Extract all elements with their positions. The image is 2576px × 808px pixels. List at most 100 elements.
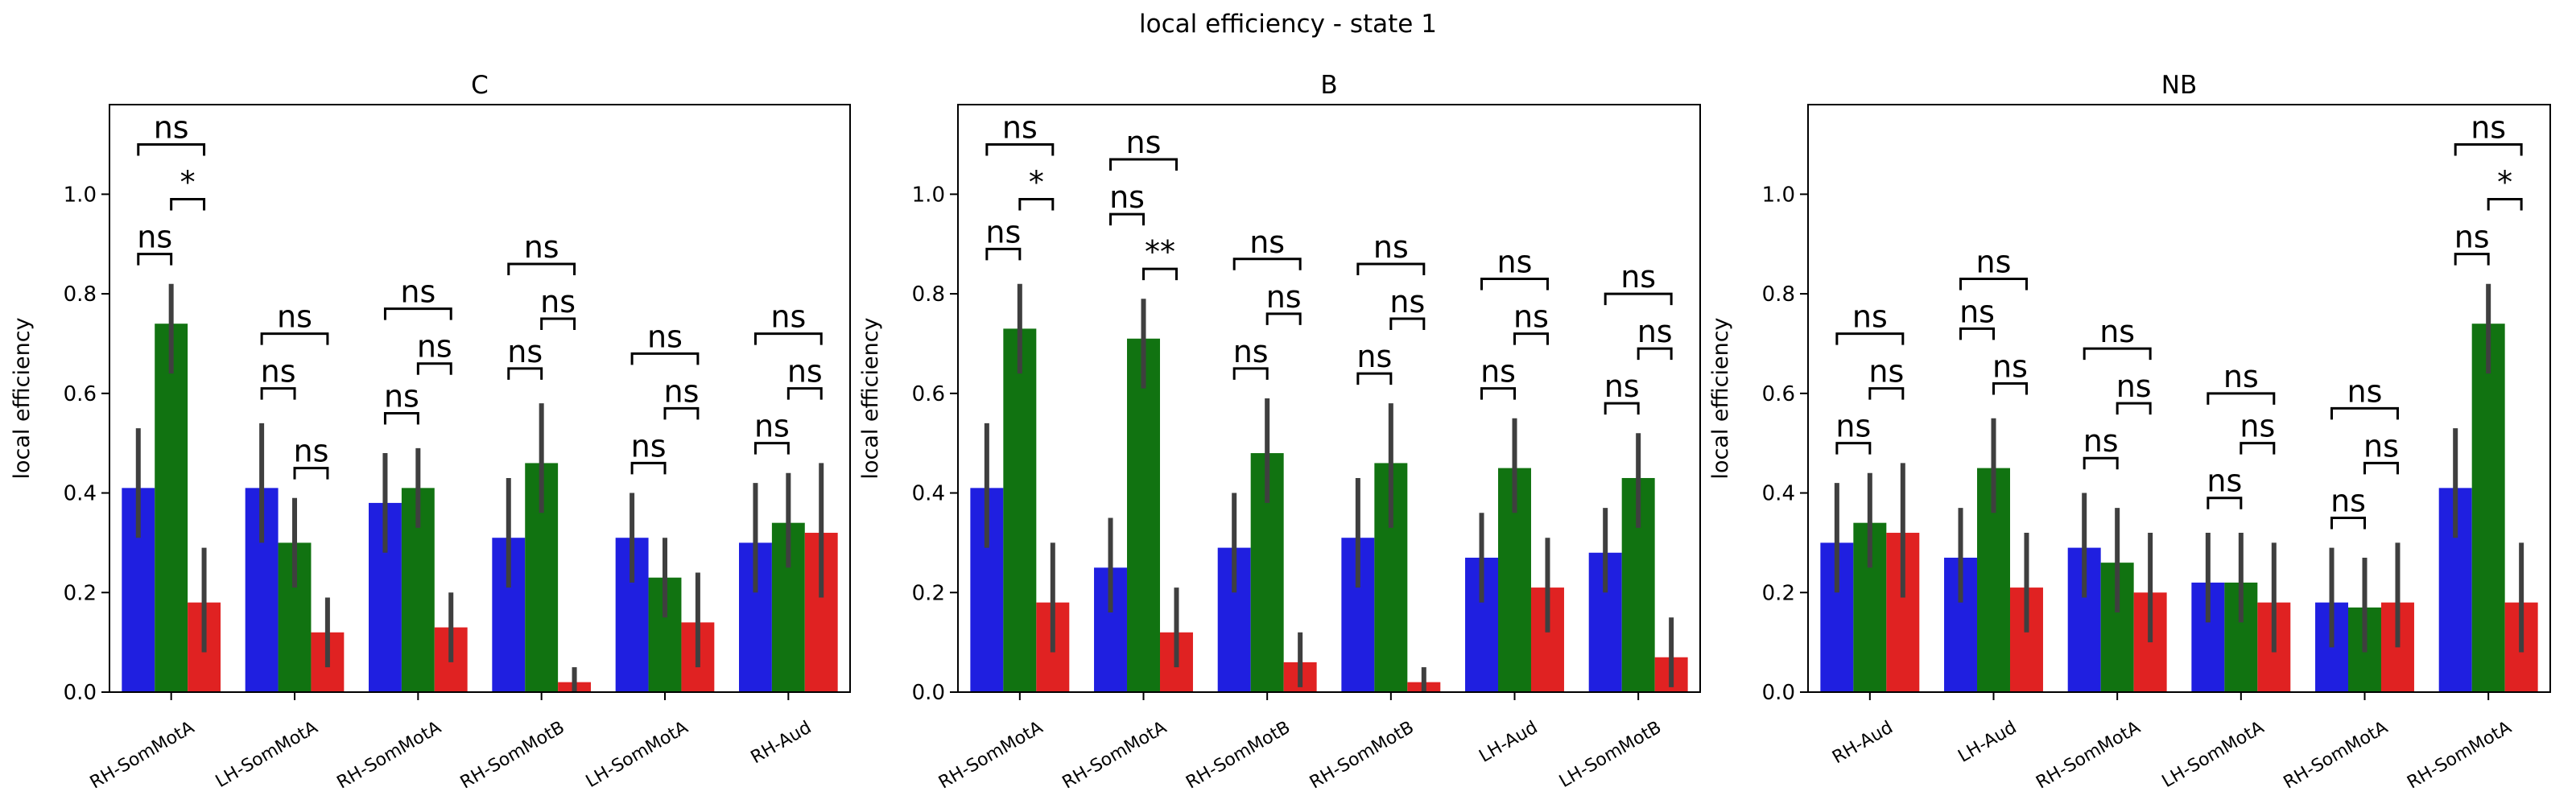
panel-title-1: B: [1320, 71, 1337, 100]
significance-bracket-1-1-1: [1142, 267, 1178, 281]
significance-bracket-0-4-1: [663, 406, 700, 420]
significance-bracket-1-5-2: [1604, 292, 1673, 306]
y-tick-label-1-3: 0.6: [912, 382, 945, 406]
significance-bracket-1-4-1: [1513, 332, 1549, 345]
x-tick-label-2-1: LH-Aud: [1955, 718, 2020, 767]
significance-bracket-2-5-0: [2454, 253, 2490, 266]
significance-bracket-1-1-0: [1109, 212, 1145, 226]
significance-label-0-4-2: ns: [647, 319, 683, 354]
significance-label-0-3-1: ns: [540, 284, 576, 319]
significance-bracket-2-2-2: [2083, 347, 2152, 361]
y-tick-label-1-2: 0.4: [912, 482, 945, 506]
axes-frame-2: [1807, 104, 2551, 693]
significance-bracket-0-2-2: [383, 307, 452, 320]
significance-bracket-0-5-0: [753, 442, 790, 455]
significance-label-2-4-1: ns: [2363, 428, 2399, 464]
x-tick-label-2-5: RH-SomMotA: [2404, 718, 2515, 794]
significance-bracket-1-4-0: [1480, 387, 1516, 400]
significance-bracket-1-0-0: [985, 247, 1022, 261]
y-tick-label-2-4: 0.8: [1762, 282, 1795, 307]
significance-label-1-5-0: ns: [1604, 369, 1640, 404]
significance-label-1-3-1: ns: [1389, 284, 1425, 319]
significance-label-1-1-2: ns: [1126, 125, 1162, 160]
significance-label-1-2-1: ns: [1266, 279, 1302, 315]
significance-label-2-4-0: ns: [2330, 483, 2366, 518]
y-tick-label-0-4: 0.8: [64, 282, 97, 307]
y-tick-label-2-3: 0.6: [1762, 382, 1795, 406]
bar-2-1-5: [2471, 324, 2505, 692]
y-tick-label-0-1: 0.2: [64, 581, 97, 605]
significance-label-1-4-1: ns: [1513, 299, 1549, 335]
significance-label-2-2-2: ns: [2099, 314, 2135, 349]
significance-bracket-2-5-1: [2487, 198, 2523, 211]
significance-bracket-2-1-2: [1959, 278, 2028, 291]
significance-bracket-0-1-0: [260, 387, 296, 400]
significance-label-2-0-2: ns: [1852, 299, 1888, 335]
significance-bracket-0-2-1: [416, 362, 452, 375]
significance-bracket-2-3-0: [2207, 497, 2243, 509]
significance-label-0-2-0: ns: [384, 379, 419, 414]
significance-label-0-3-0: ns: [507, 334, 543, 369]
significance-label-0-0-0: ns: [137, 220, 172, 255]
x-tick-label-1-0: RH-SomMotA: [935, 718, 1046, 794]
significance-label-2-0-1: ns: [1868, 354, 1904, 390]
significance-label-0-3-2: ns: [524, 229, 559, 265]
significance-label-1-2-0: ns: [1233, 334, 1269, 369]
significance-label-1-5-2: ns: [1620, 259, 1656, 295]
significance-label-1-1-0: ns: [1109, 179, 1145, 215]
y-tick-label-2-1: 0.2: [1762, 581, 1795, 605]
significance-label-2-5-0: ns: [2454, 220, 2490, 255]
significance-label-2-4-2: ns: [2347, 373, 2383, 409]
x-tick-label-1-4: LH-Aud: [1476, 718, 1541, 767]
y-tick-label-2-2: 0.4: [1762, 482, 1795, 506]
significance-label-0-2-1: ns: [417, 329, 452, 365]
significance-label-2-1-1: ns: [1992, 348, 2028, 384]
significance-label-2-3-1: ns: [2240, 409, 2275, 444]
y-tick-label-2-0: 0.0: [1762, 681, 1795, 705]
significance-bracket-2-1-0: [1959, 327, 1995, 340]
significance-bracket-2-0-0: [1835, 442, 1872, 455]
significance-label-0-4-0: ns: [631, 428, 667, 464]
significance-label-1-0-2: ns: [1002, 109, 1038, 145]
x-tick-label-0-4: LH-SomMotA: [583, 718, 691, 793]
significance-label-2-5-2: ns: [2471, 109, 2506, 145]
significance-label-2-5-1: *: [2497, 165, 2512, 200]
significance-bracket-0-5-2: [753, 332, 823, 345]
x-tick-label-0-3: RH-SomMotB: [457, 718, 568, 794]
significance-label-2-3-2: ns: [2223, 359, 2259, 394]
significance-bracket-0-0-1: [170, 198, 206, 211]
y-tick-label-2-5: 1.0: [1762, 183, 1795, 207]
significance-label-1-4-2: ns: [1497, 245, 1533, 280]
significance-label-0-5-1: ns: [787, 354, 823, 390]
significance-label-0-4-1: ns: [663, 373, 699, 409]
significance-bracket-1-2-2: [1232, 258, 1302, 270]
y-axis-label-0: local efficiency: [10, 317, 35, 479]
y-tick-label-1-5: 1.0: [912, 183, 945, 207]
y-tick-label-1-1: 0.2: [912, 581, 945, 605]
significance-label-1-3-2: ns: [1373, 229, 1409, 265]
significance-label-0-1-1: ns: [293, 434, 328, 469]
x-tick-label-1-5: LH-SomMotB: [1556, 718, 1665, 793]
x-tick-label-2-0: RH-Aud: [1829, 718, 1897, 769]
bar-0-1-0: [155, 324, 188, 692]
significance-label-0-2-2: ns: [400, 274, 436, 310]
significance-bracket-2-4-2: [2330, 406, 2399, 420]
panel-title-2: NB: [2161, 71, 2197, 100]
significance-label-0-0-1: *: [180, 165, 196, 200]
x-tick-label-1-1: RH-SomMotA: [1059, 718, 1170, 794]
significance-bracket-0-3-2: [507, 262, 576, 275]
x-tick-label-2-2: RH-SomMotA: [2033, 718, 2144, 794]
panel-title-0: C: [471, 71, 489, 100]
x-tick-label-2-4: RH-SomMotA: [2281, 718, 2392, 794]
chart-panel-1: ns*nsns**nsnsnsnsnsnsnsnsnsnsnsnsns0.00.…: [858, 71, 1701, 794]
axes-frame-0: [109, 104, 851, 693]
significance-label-2-1-2: ns: [1976, 245, 2012, 280]
significance-bracket-1-4-2: [1480, 278, 1549, 291]
significance-bracket-0-0-2: [137, 142, 206, 156]
significance-label-0-1-2: ns: [277, 299, 312, 335]
significance-bracket-0-1-2: [260, 332, 329, 345]
significance-bracket-1-1-2: [1109, 158, 1178, 171]
significance-label-1-0-0: ns: [985, 214, 1021, 249]
